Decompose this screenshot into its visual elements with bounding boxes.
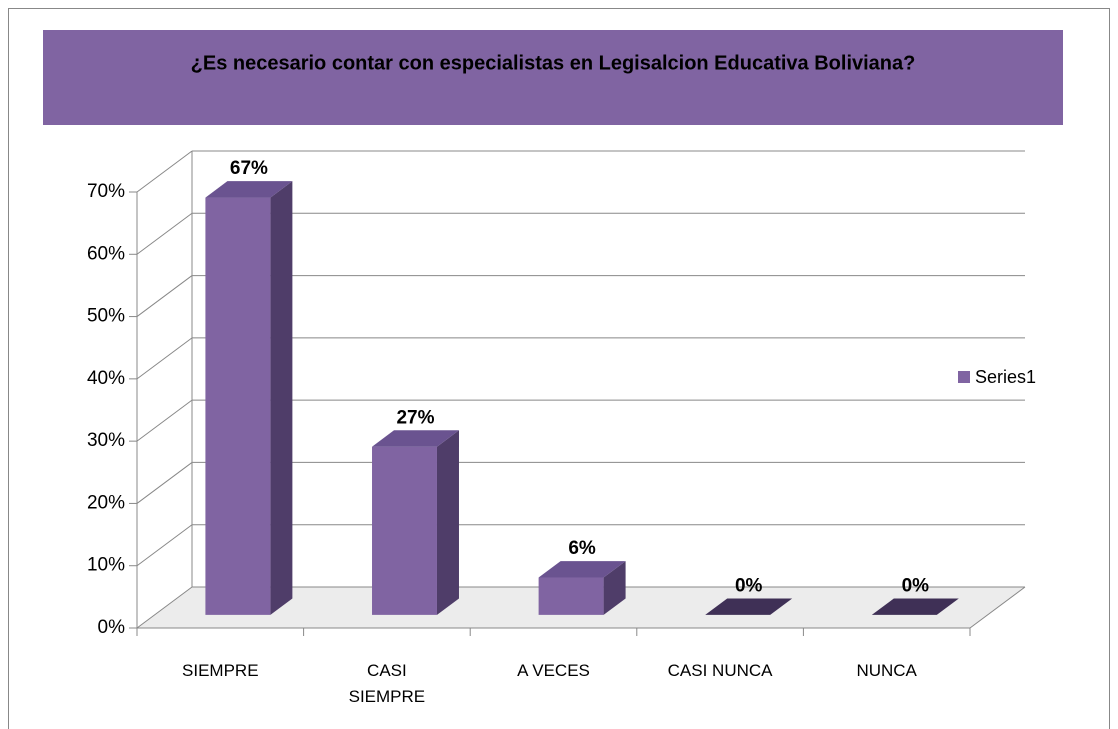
- bar-side: [603, 561, 626, 615]
- x-tick-label: SIEMPRE: [182, 661, 259, 680]
- y-tick-label: 20%: [87, 492, 125, 513]
- bar-top: [205, 181, 293, 198]
- bar: [372, 446, 437, 615]
- chart-title: ¿Es necesario contar con especialistas e…: [191, 52, 916, 74]
- side-grid-line: [136, 212, 193, 255]
- y-tick-label: 70%: [87, 181, 125, 202]
- value-label: 0%: [902, 575, 930, 596]
- y-tick-label: 60%: [87, 243, 125, 264]
- y-tick-label: 30%: [87, 430, 125, 451]
- bar-top: [372, 430, 459, 447]
- side-grid-line: [136, 524, 193, 567]
- bar-top: [705, 598, 793, 615]
- bar: [205, 197, 271, 615]
- side-grid-line: [136, 337, 193, 380]
- side-grid-line: [136, 399, 193, 442]
- bar-side: [270, 181, 293, 615]
- x-tick-label: CASI NUNCA: [667, 661, 773, 680]
- y-tick-label: 0%: [98, 617, 126, 638]
- value-label: 67%: [230, 158, 268, 179]
- x-tick-label: NUNCA: [856, 661, 917, 680]
- side-grid-line: [136, 275, 193, 317]
- value-label: 0%: [735, 575, 763, 596]
- x-tick-label: CASI SIEMPRE: [348, 661, 426, 706]
- bar-top: [538, 561, 626, 578]
- floor-edge: [969, 586, 1026, 629]
- bar-top: [871, 598, 959, 615]
- bar: [538, 577, 604, 615]
- value-label: 6%: [568, 538, 596, 559]
- legend-label: Series1: [975, 367, 1036, 387]
- y-tick-label: 10%: [87, 555, 125, 576]
- legend-swatch: [958, 371, 970, 383]
- value-label: 27%: [396, 407, 434, 428]
- title-box: [43, 30, 1063, 125]
- side-grid-line: [136, 586, 193, 629]
- side-grid-line: [136, 462, 193, 504]
- y-tick-label: 40%: [87, 368, 125, 389]
- side-grid-line: [136, 150, 193, 193]
- y-tick-label: 50%: [87, 306, 125, 327]
- x-tick-label: A VECES: [517, 661, 590, 680]
- bar-side: [436, 430, 459, 615]
